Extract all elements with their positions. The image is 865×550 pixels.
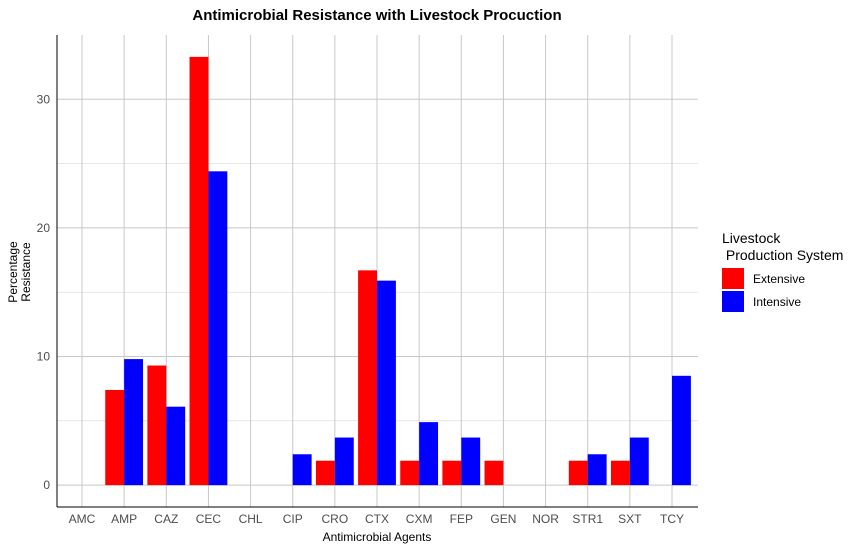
- bar-extensive-sxt: [610, 460, 630, 486]
- x-axis-title: Antimicrobial Agents: [323, 530, 432, 544]
- y-tick-label: 20: [37, 221, 51, 235]
- y-tick-label: 30: [37, 92, 51, 106]
- axes: [56, 35, 698, 508]
- bar-intensive-str1: [587, 454, 607, 486]
- x-tick-label: CIP: [283, 512, 303, 526]
- bar-extensive-cxm: [400, 460, 420, 486]
- bar-extensive-ctx: [358, 270, 377, 486]
- bar-extensive-cro: [315, 460, 335, 486]
- bar-extensive-caz: [147, 365, 167, 486]
- bars: [105, 56, 691, 486]
- y-tick-label: 10: [37, 350, 51, 364]
- bar-extensive-cec: [189, 56, 209, 486]
- bar-intensive-cec: [208, 171, 228, 486]
- x-tick-label: CRO: [322, 512, 349, 526]
- x-tick-labels: AMC AMP CAZ CEC CHL CIP CRO CTX CXM FEP GEN NOR STR1…: [69, 512, 684, 526]
- x-tick-label: TCY: [660, 512, 684, 526]
- bar-intensive-cip: [292, 454, 312, 486]
- x-tick-label: CHL: [239, 512, 263, 526]
- x-tick-label: CTX: [365, 512, 389, 526]
- x-tick-label: CXM: [406, 512, 433, 526]
- bar-extensive-amp: [105, 389, 125, 486]
- y-tick-labels: 0 10 20 30: [37, 92, 51, 492]
- legend-key-intensive: [722, 291, 744, 312]
- bar-intensive-sxt: [629, 437, 649, 486]
- legend-label-extensive: Extensive: [753, 272, 805, 286]
- y-axis-title-line-1: Percentage: [6, 241, 20, 303]
- bar-intensive-tcy: [672, 375, 691, 486]
- legend-label-intensive: Intensive: [753, 295, 801, 309]
- x-tick-label: NOR: [532, 512, 559, 526]
- bar-extensive-gen: [484, 460, 504, 486]
- x-tick-label: AMP: [111, 512, 137, 526]
- x-tick-label: AMC: [69, 512, 96, 526]
- bar-extensive-str1: [568, 460, 588, 486]
- y-axis-title-line-2: Resistance: [19, 242, 33, 302]
- legend: Livestock Production System Extensive Int…: [722, 230, 843, 312]
- x-tick-label: FEP: [450, 512, 473, 526]
- bar-intensive-cro: [334, 437, 354, 486]
- bar-intensive-fep: [461, 437, 481, 486]
- legend-items: Extensive Intensive: [722, 268, 805, 312]
- legend-title-line-2: Production System: [722, 247, 843, 263]
- bar-intensive-amp: [124, 359, 144, 486]
- x-tick-label: GEN: [490, 512, 516, 526]
- bar-extensive-fep: [442, 460, 462, 486]
- chart-title: Antimicrobial Resistance with Livestock …: [192, 7, 561, 24]
- x-tick-label: CEC: [196, 512, 222, 526]
- bar-intensive-ctx: [377, 280, 396, 486]
- legend-title-line-1: Livestock: [722, 230, 781, 246]
- x-tick-label: SXT: [618, 512, 642, 526]
- y-tick-label: 0: [43, 478, 50, 492]
- x-tick-label: CAZ: [154, 512, 178, 526]
- bar-intensive-cxm: [419, 422, 439, 486]
- bar-intensive-caz: [166, 406, 186, 486]
- legend-key-extensive: [722, 268, 744, 289]
- x-tick-label: STR1: [572, 512, 603, 526]
